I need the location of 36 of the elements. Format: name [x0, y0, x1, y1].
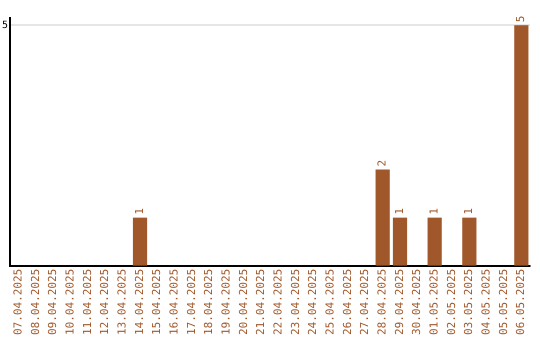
x-tick-label: 19.04.2025 [220, 268, 233, 336]
data-label: 1 [392, 208, 406, 215]
x-tick-label: 03.05.2025 [462, 268, 476, 336]
x-tick-label: 18.04.2025 [202, 268, 216, 336]
x-tick-label: 02.05.2025 [444, 268, 458, 336]
x-tick-label: 04.05.2025 [480, 268, 493, 336]
x-tick-label: 28.04.2025 [376, 268, 389, 336]
x-tick-label: 05.05.2025 [496, 268, 510, 336]
data-label: 1 [462, 208, 476, 215]
x-tick-label: 24.04.2025 [306, 268, 320, 336]
x-tick-label: 23.04.2025 [288, 268, 302, 336]
x-tick-label: 30.04.2025 [410, 268, 424, 336]
data-label: 5 [514, 16, 528, 22]
x-tick-label: 07.04.2025 [12, 268, 25, 336]
x-tick-label: 12.04.2025 [98, 268, 112, 336]
x-tick-label: 21.04.2025 [254, 268, 268, 336]
x-tick-label: 09.04.2025 [46, 268, 60, 336]
x-tick-label: 11.04.2025 [80, 268, 94, 336]
x-tick-label: 14.04.2025 [132, 268, 146, 336]
x-tick-label: 27.04.2025 [358, 268, 372, 336]
x-tick-label: 16.04.2025 [168, 268, 181, 336]
x-tick-label: 17.04.2025 [184, 268, 198, 336]
x-tick-label: 26.04.2025 [340, 268, 354, 336]
x-tick-label: 06.05.2025 [514, 268, 528, 336]
x-tick-label: 15.04.2025 [150, 268, 164, 336]
data-label: 2 [376, 160, 389, 167]
x-tick-label: 08.04.2025 [28, 268, 42, 336]
x-tick-label: 25.04.2025 [324, 268, 337, 336]
data-label: 1 [132, 208, 146, 215]
x-tick-label: 20.04.2025 [236, 268, 250, 336]
x-tick-label: 10.04.2025 [64, 268, 77, 336]
x-tick-label: 22.04.2025 [272, 268, 285, 336]
x-tick-label: 29.04.2025 [392, 268, 406, 336]
data-label: 1 [428, 208, 441, 215]
x-tick-label: 13.04.2025 [116, 268, 129, 336]
x-tick-label: 01.05.2025 [428, 268, 441, 336]
